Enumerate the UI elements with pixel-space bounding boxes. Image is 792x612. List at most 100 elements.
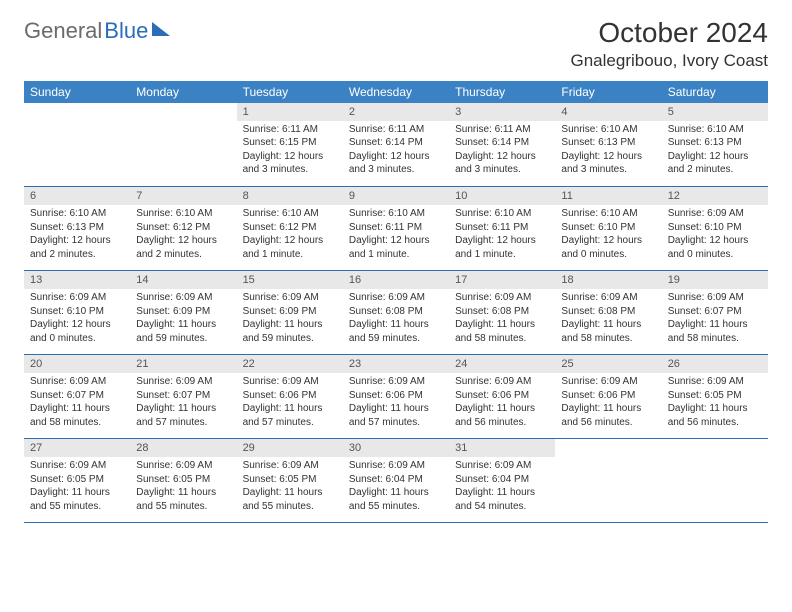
sunset-text: Sunset: 6:06 PM <box>349 389 443 403</box>
day-number: 23 <box>343 355 449 373</box>
day-number: 31 <box>449 439 555 457</box>
sunrise-text: Sunrise: 6:09 AM <box>30 291 124 305</box>
daylight-text: Daylight: 12 hours and 2 minutes. <box>30 234 124 261</box>
day-number: 4 <box>555 103 661 121</box>
day-number: 11 <box>555 187 661 205</box>
sunrise-text: Sunrise: 6:10 AM <box>136 207 230 221</box>
day-details: Sunrise: 6:09 AMSunset: 6:05 PMDaylight:… <box>130 457 236 517</box>
sunset-text: Sunset: 6:12 PM <box>136 221 230 235</box>
weekday-header: Sunday <box>24 81 130 103</box>
sunset-text: Sunset: 6:15 PM <box>243 136 337 150</box>
sunrise-text: Sunrise: 6:10 AM <box>668 123 762 137</box>
daylight-text: Daylight: 11 hours and 57 minutes. <box>243 402 337 429</box>
sunset-text: Sunset: 6:05 PM <box>243 473 337 487</box>
sunrise-text: Sunrise: 6:10 AM <box>455 207 549 221</box>
day-number: 2 <box>343 103 449 121</box>
sunrise-text: Sunrise: 6:11 AM <box>349 123 443 137</box>
calendar-day-cell: 1 Sunrise: 6:11 AMSunset: 6:15 PMDaylight… <box>237 103 343 187</box>
daylight-text: Daylight: 11 hours and 58 minutes. <box>455 318 549 345</box>
day-details: Sunrise: 6:10 AMSunset: 6:13 PMDaylight:… <box>662 121 768 181</box>
sunset-text: Sunset: 6:14 PM <box>349 136 443 150</box>
sunrise-text: Sunrise: 6:09 AM <box>668 291 762 305</box>
daylight-text: Daylight: 11 hours and 56 minutes. <box>561 402 655 429</box>
sunset-text: Sunset: 6:14 PM <box>455 136 549 150</box>
sunset-text: Sunset: 6:12 PM <box>243 221 337 235</box>
sunset-text: Sunset: 6:06 PM <box>243 389 337 403</box>
day-details: Sunrise: 6:09 AMSunset: 6:06 PMDaylight:… <box>555 373 661 433</box>
calendar-day-cell: 22Sunrise: 6:09 AMSunset: 6:06 PMDayligh… <box>237 355 343 439</box>
day-details: Sunrise: 6:10 AMSunset: 6:10 PMDaylight:… <box>555 205 661 265</box>
daylight-text: Daylight: 12 hours and 1 minute. <box>243 234 337 261</box>
daylight-text: Daylight: 11 hours and 57 minutes. <box>136 402 230 429</box>
sunrise-text: Sunrise: 6:09 AM <box>243 291 337 305</box>
sunrise-text: Sunrise: 6:09 AM <box>668 207 762 221</box>
daylight-text: Daylight: 11 hours and 59 minutes. <box>349 318 443 345</box>
day-number: 5 <box>662 103 768 121</box>
day-number: 7 <box>130 187 236 205</box>
sunset-text: Sunset: 6:07 PM <box>136 389 230 403</box>
daylight-text: Daylight: 11 hours and 55 minutes. <box>30 486 124 513</box>
day-details: Sunrise: 6:09 AMSunset: 6:09 PMDaylight:… <box>237 289 343 349</box>
sunset-text: Sunset: 6:09 PM <box>243 305 337 319</box>
logo-text-blue: Blue <box>104 18 148 44</box>
sunset-text: Sunset: 6:05 PM <box>30 473 124 487</box>
day-number: 13 <box>24 271 130 289</box>
sunset-text: Sunset: 6:10 PM <box>30 305 124 319</box>
calendar-day-cell: 19Sunrise: 6:09 AMSunset: 6:07 PMDayligh… <box>662 271 768 355</box>
sunset-text: Sunset: 6:10 PM <box>561 221 655 235</box>
calendar-day-cell: 28Sunrise: 6:09 AMSunset: 6:05 PMDayligh… <box>130 439 236 523</box>
sunset-text: Sunset: 6:06 PM <box>561 389 655 403</box>
daylight-text: Daylight: 11 hours and 56 minutes. <box>668 402 762 429</box>
sunrise-text: Sunrise: 6:09 AM <box>30 459 124 473</box>
daylight-text: Daylight: 12 hours and 3 minutes. <box>455 150 549 177</box>
calendar-body: 1Sunrise: 6:11 AMSunset: 6:15 PMDaylight… <box>24 103 768 523</box>
calendar-day-cell <box>24 103 130 187</box>
daylight-text: Daylight: 12 hours and 0 minutes. <box>668 234 762 261</box>
day-details: Sunrise: 6:09 AMSunset: 6:06 PMDaylight:… <box>449 373 555 433</box>
daylight-text: Daylight: 12 hours and 3 minutes. <box>243 150 337 177</box>
title-block: October 2024 Gnalegribouo, Ivory Coast <box>571 18 769 71</box>
weekday-header: Friday <box>555 81 661 103</box>
day-details: Sunrise: 6:09 AMSunset: 6:06 PMDaylight:… <box>237 373 343 433</box>
sunset-text: Sunset: 6:08 PM <box>455 305 549 319</box>
day-number: 1 <box>237 103 343 121</box>
sunset-text: Sunset: 6:04 PM <box>455 473 549 487</box>
sunrise-text: Sunrise: 6:09 AM <box>30 375 124 389</box>
sunset-text: Sunset: 6:05 PM <box>668 389 762 403</box>
day-details: Sunrise: 6:10 AMSunset: 6:12 PMDaylight:… <box>130 205 236 265</box>
weekday-header: Thursday <box>449 81 555 103</box>
sunrise-text: Sunrise: 6:09 AM <box>243 375 337 389</box>
location-label: Gnalegribouo, Ivory Coast <box>571 51 769 71</box>
sunrise-text: Sunrise: 6:10 AM <box>30 207 124 221</box>
calendar-day-cell: 8Sunrise: 6:10 AMSunset: 6:12 PMDaylight… <box>237 187 343 271</box>
calendar-day-cell: 17Sunrise: 6:09 AMSunset: 6:08 PMDayligh… <box>449 271 555 355</box>
sunrise-text: Sunrise: 6:11 AM <box>243 123 337 137</box>
day-details: Sunrise: 6:10 AMSunset: 6:11 PMDaylight:… <box>449 205 555 265</box>
day-number: 27 <box>24 439 130 457</box>
day-number: 28 <box>130 439 236 457</box>
calendar-day-cell: 6Sunrise: 6:10 AMSunset: 6:13 PMDaylight… <box>24 187 130 271</box>
calendar-day-cell: 14Sunrise: 6:09 AMSunset: 6:09 PMDayligh… <box>130 271 236 355</box>
sunset-text: Sunset: 6:08 PM <box>561 305 655 319</box>
day-number: 15 <box>237 271 343 289</box>
calendar-day-cell: 10Sunrise: 6:10 AMSunset: 6:11 PMDayligh… <box>449 187 555 271</box>
sunrise-text: Sunrise: 6:10 AM <box>561 207 655 221</box>
sunrise-text: Sunrise: 6:10 AM <box>349 207 443 221</box>
sunrise-text: Sunrise: 6:09 AM <box>136 375 230 389</box>
day-number: 18 <box>555 271 661 289</box>
day-number: 10 <box>449 187 555 205</box>
day-details: Sunrise: 6:09 AMSunset: 6:07 PMDaylight:… <box>130 373 236 433</box>
calendar-day-cell: 11Sunrise: 6:10 AMSunset: 6:10 PMDayligh… <box>555 187 661 271</box>
calendar-table: Sunday Monday Tuesday Wednesday Thursday… <box>24 81 768 524</box>
daylight-text: Daylight: 11 hours and 56 minutes. <box>455 402 549 429</box>
sunrise-text: Sunrise: 6:09 AM <box>243 459 337 473</box>
day-number: 24 <box>449 355 555 373</box>
calendar-week-row: 27Sunrise: 6:09 AMSunset: 6:05 PMDayligh… <box>24 439 768 523</box>
daylight-text: Daylight: 11 hours and 54 minutes. <box>455 486 549 513</box>
sunset-text: Sunset: 6:04 PM <box>349 473 443 487</box>
day-number: 9 <box>343 187 449 205</box>
sunset-text: Sunset: 6:11 PM <box>455 221 549 235</box>
sunset-text: Sunset: 6:13 PM <box>668 136 762 150</box>
calendar-day-cell: 18Sunrise: 6:09 AMSunset: 6:08 PMDayligh… <box>555 271 661 355</box>
calendar-day-cell: 23Sunrise: 6:09 AMSunset: 6:06 PMDayligh… <box>343 355 449 439</box>
